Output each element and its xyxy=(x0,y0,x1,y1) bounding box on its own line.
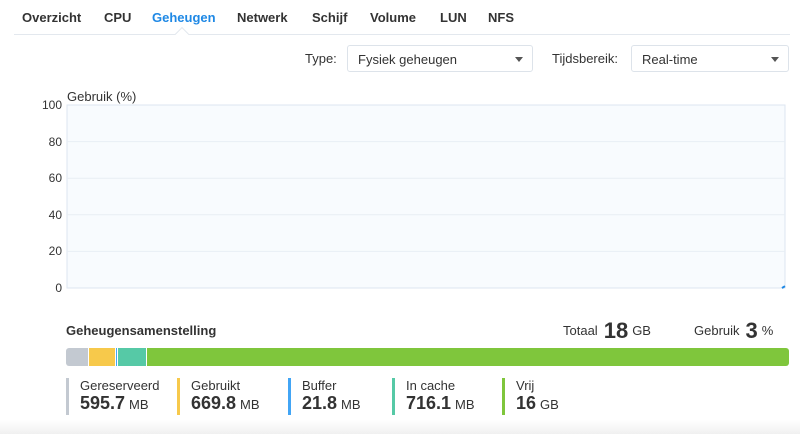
legend-value: 595.7 xyxy=(80,393,126,413)
usage-value: 3 xyxy=(745,318,758,343)
legend-item: Gebruikt 669.8 MB xyxy=(177,378,260,415)
legend-item: In cache 716.1 MB xyxy=(392,378,475,415)
legend-name: Gebruikt xyxy=(191,378,241,393)
tab-geheugen[interactable]: Geheugen xyxy=(152,10,216,25)
legend-name: Vrij xyxy=(516,378,535,393)
total-label: Totaal xyxy=(563,323,598,338)
legend-name: Buffer xyxy=(302,378,337,393)
bar-segment-buffer xyxy=(115,348,119,366)
usage-readout: Gebruik 3% xyxy=(694,318,773,344)
total-readout: Totaal 18 GB xyxy=(563,318,651,344)
legend-item: Buffer 21.8 MB xyxy=(288,378,361,415)
chevron-down-icon xyxy=(515,57,523,62)
range-select[interactable]: Real-time xyxy=(631,45,789,72)
type-select-value: Fysiek geheugen xyxy=(358,52,458,67)
legend-value: 716.1 xyxy=(406,393,452,413)
bar-segment-gebruikt xyxy=(89,348,116,366)
y-tick-label: 0 xyxy=(55,281,62,295)
legend-unit: GB xyxy=(540,397,559,412)
bar-segment-vrij xyxy=(146,348,789,366)
tab-overzicht[interactable]: Overzicht xyxy=(22,10,82,25)
chart-title: Gebruik (%) xyxy=(67,89,137,104)
bar-segment-gereserveerd xyxy=(66,348,90,366)
legend-name: Gereserveerd xyxy=(80,378,160,393)
legend-value: 16 xyxy=(516,393,537,413)
bottom-shadow xyxy=(0,420,800,434)
usage-unit: % xyxy=(761,323,774,338)
y-tick-label: 100 xyxy=(41,98,62,112)
legend-value: 21.8 xyxy=(302,393,338,413)
tab-volume[interactable]: Volume xyxy=(370,10,416,25)
legend-value: 669.8 xyxy=(191,393,237,413)
y-tick-label: 40 xyxy=(48,207,62,222)
legend-unit: MB xyxy=(240,397,260,412)
type-select[interactable]: Fysiek geheugen xyxy=(347,45,533,72)
tab-nfs[interactable]: NFS xyxy=(488,10,514,25)
tab-lun[interactable]: LUN xyxy=(440,10,467,25)
legend-unit: MB xyxy=(129,397,149,412)
legend-unit: MB xyxy=(455,397,475,412)
legend-name: In cache xyxy=(406,378,456,393)
legend-item: Gereserveerd 595.7 MB xyxy=(66,378,159,415)
composition-bar xyxy=(66,348,789,366)
legend-item: Vrij 16 GB xyxy=(502,378,559,415)
total-unit: GB xyxy=(632,323,651,338)
usage-label: Gebruik xyxy=(694,323,740,338)
range-label: Tijdsbereik: xyxy=(552,51,618,66)
tab-cpu[interactable]: CPU xyxy=(104,10,132,25)
total-value: 18 xyxy=(603,318,629,343)
legend-unit: MB xyxy=(341,397,361,412)
y-tick-label: 20 xyxy=(48,244,62,259)
usage-series-line xyxy=(781,285,786,289)
tab-schijf[interactable]: Schijf xyxy=(312,10,348,25)
bar-segment-in-cache xyxy=(118,348,147,366)
tab-bar: Overzicht CPU Geheugen Netwerk Schijf Vo… xyxy=(14,0,790,42)
range-select-value: Real-time xyxy=(642,52,698,67)
chevron-down-icon xyxy=(771,57,779,62)
composition-title: Geheugensamenstelling xyxy=(66,323,217,338)
y-tick-label: 60 xyxy=(48,171,62,186)
tab-netwerk[interactable]: Netwerk xyxy=(237,10,288,25)
type-label: Type: xyxy=(305,51,337,66)
plot-area xyxy=(66,104,786,289)
y-tick-label: 80 xyxy=(48,134,62,149)
